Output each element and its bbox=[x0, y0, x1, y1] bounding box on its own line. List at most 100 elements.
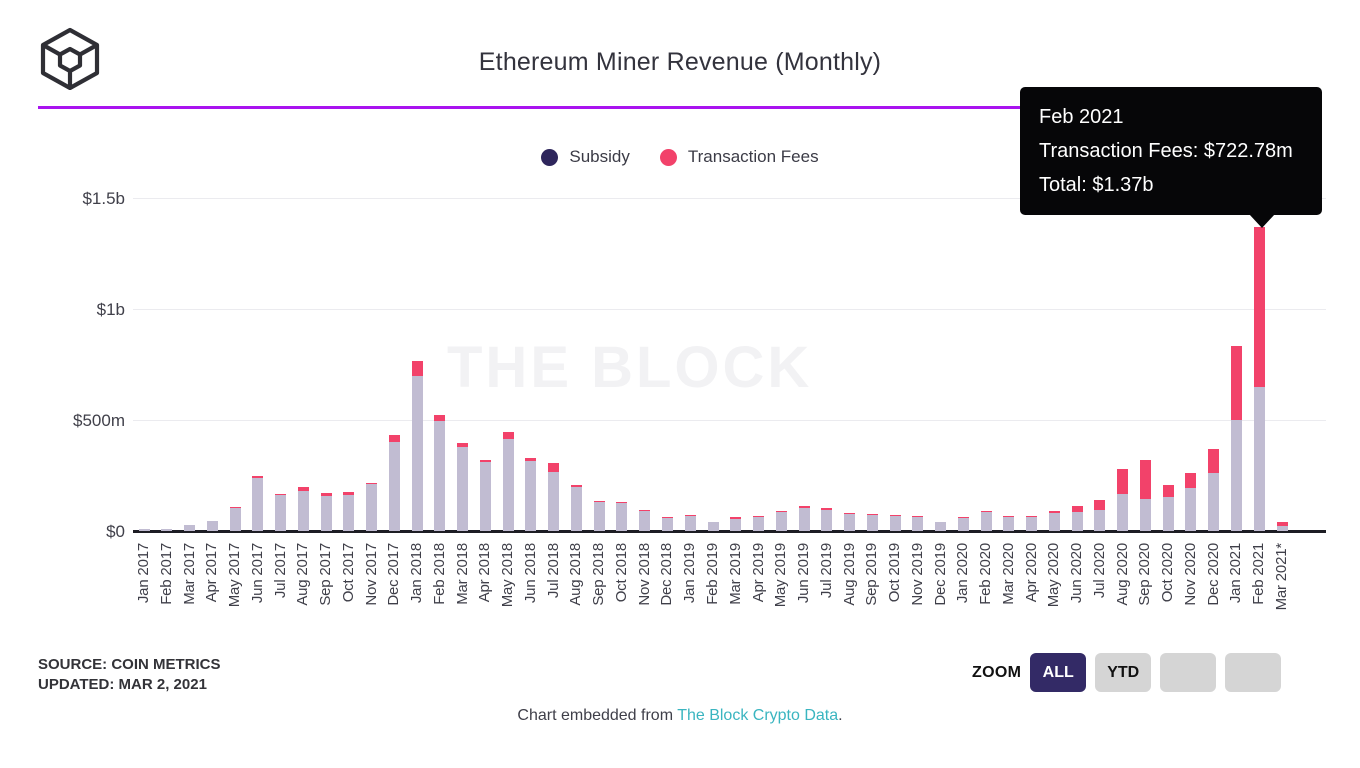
bar-nov-2017[interactable] bbox=[366, 483, 378, 531]
bar-jan-2021[interactable] bbox=[1230, 346, 1242, 531]
fees-segment bbox=[616, 501, 628, 504]
bar-dec-2018[interactable] bbox=[661, 517, 673, 531]
legend-label: Transaction Fees bbox=[687, 147, 819, 166]
fees-segment bbox=[821, 507, 833, 510]
bar-may-2018[interactable] bbox=[502, 431, 514, 531]
bar-jun-2017[interactable] bbox=[252, 475, 264, 531]
bar-mar-2019[interactable] bbox=[730, 517, 742, 531]
bar-feb-2017[interactable] bbox=[161, 528, 173, 531]
subsidy-segment bbox=[275, 495, 287, 531]
gridline-1-5b bbox=[133, 198, 1326, 199]
bar-oct-2018[interactable] bbox=[616, 501, 628, 531]
bar-nov-2019[interactable] bbox=[912, 515, 924, 531]
subsidy-segment bbox=[1117, 494, 1129, 531]
the-block-crypto-data-link[interactable]: The Block Crypto Data bbox=[677, 707, 839, 724]
bar-nov-2018[interactable] bbox=[639, 509, 651, 531]
bar-jul-2017[interactable] bbox=[275, 493, 287, 531]
bar-apr-2018[interactable] bbox=[479, 459, 491, 531]
zoom-all-button[interactable]: ALL bbox=[1030, 653, 1087, 692]
bar-feb-2018[interactable] bbox=[434, 414, 446, 531]
fees-segment bbox=[252, 475, 264, 478]
subsidy-segment bbox=[730, 518, 742, 531]
subsidy-segment bbox=[912, 516, 924, 531]
bar-mar-2017[interactable] bbox=[184, 525, 196, 531]
chart-title: Ethereum Miner Revenue (Monthly) bbox=[478, 48, 882, 76]
subsidy-segment bbox=[252, 477, 264, 531]
x-axis-label: Apr 2018 bbox=[476, 543, 494, 603]
bar-dec-2017[interactable] bbox=[388, 435, 400, 531]
bar-sep-2019[interactable] bbox=[866, 513, 878, 531]
subsidy-segment bbox=[1253, 387, 1265, 531]
bar-aug-2019[interactable] bbox=[844, 513, 856, 531]
bar-jul-2020[interactable] bbox=[1094, 499, 1106, 531]
bar-apr-2020[interactable] bbox=[1026, 515, 1038, 531]
bar-dec-2020[interactable] bbox=[1208, 449, 1220, 531]
bar-jan-2020[interactable] bbox=[957, 517, 969, 531]
zoom-blank-button-1[interactable] bbox=[1160, 653, 1217, 692]
bar-aug-2017[interactable] bbox=[297, 487, 309, 531]
x-axis-line bbox=[133, 530, 1326, 533]
x-axis-label: Jul 2019 bbox=[817, 543, 835, 599]
bar-nov-2020[interactable] bbox=[1185, 473, 1197, 531]
x-axis-label: May 2018 bbox=[499, 543, 517, 608]
bar-may-2017[interactable] bbox=[229, 507, 241, 531]
x-axis-label: Oct 2020 bbox=[1159, 543, 1177, 603]
bar-mar-2020[interactable] bbox=[1003, 515, 1015, 531]
the-block-logo-icon bbox=[40, 27, 100, 90]
fees-segment bbox=[912, 515, 924, 517]
fees-segment bbox=[275, 493, 287, 496]
bar-aug-2020[interactable] bbox=[1117, 469, 1129, 531]
bar-apr-2017[interactable] bbox=[206, 521, 218, 531]
x-axis-label: Jul 2018 bbox=[544, 543, 562, 599]
bar-sep-2020[interactable] bbox=[1139, 459, 1151, 531]
bar-jan-2019[interactable] bbox=[684, 515, 696, 531]
bar-aug-2018[interactable] bbox=[570, 485, 582, 531]
bar-jun-2020[interactable] bbox=[1071, 505, 1083, 531]
x-axis-label: Jun 2020 bbox=[1068, 543, 1086, 604]
legend-item-subsidy[interactable]: Subsidy bbox=[541, 147, 630, 167]
bar-feb-2021[interactable] bbox=[1253, 226, 1265, 531]
x-axis-label: Dec 2019 bbox=[931, 543, 949, 606]
subsidy-segment bbox=[1026, 516, 1038, 531]
bar-jun-2019[interactable] bbox=[798, 505, 810, 531]
x-axis-label: Aug 2020 bbox=[1113, 543, 1131, 606]
zoom-blank-button-2[interactable] bbox=[1225, 653, 1282, 692]
subsidy-segment bbox=[821, 509, 833, 531]
bar-mar-2018[interactable] bbox=[457, 442, 469, 531]
subsidy-segment bbox=[548, 471, 560, 531]
subsidy-segment bbox=[525, 461, 537, 531]
fees-segment bbox=[525, 457, 537, 462]
bar-feb-2019[interactable] bbox=[707, 521, 719, 531]
bar-feb-2020[interactable] bbox=[980, 511, 992, 531]
x-axis-label: Apr 2019 bbox=[749, 543, 767, 603]
bar-dec-2019[interactable] bbox=[935, 521, 947, 531]
bar-jul-2019[interactable] bbox=[821, 507, 833, 531]
legend-item-transaction-fees[interactable]: Transaction Fees bbox=[659, 147, 819, 167]
bar-apr-2019[interactable] bbox=[753, 515, 765, 531]
bar-jul-2018[interactable] bbox=[548, 462, 560, 531]
fees-segment bbox=[1230, 346, 1242, 420]
bar-may-2019[interactable] bbox=[775, 511, 787, 531]
bar-jan-2017[interactable] bbox=[138, 528, 150, 531]
fees-segment bbox=[1048, 511, 1060, 513]
x-axis-label: Jun 2017 bbox=[248, 543, 266, 604]
fees-segment bbox=[1003, 515, 1015, 517]
fees-segment bbox=[661, 517, 673, 518]
zoom-ytd-button[interactable]: YTD bbox=[1095, 653, 1152, 692]
bar-oct-2017[interactable] bbox=[343, 491, 355, 531]
bar-may-2020[interactable] bbox=[1048, 511, 1060, 531]
x-axis-label: Feb 2021 bbox=[1250, 543, 1268, 605]
gridline-1b bbox=[133, 309, 1326, 310]
bar-sep-2018[interactable] bbox=[593, 501, 605, 531]
bar-oct-2020[interactable] bbox=[1162, 485, 1174, 531]
x-axis-label: Sep 2020 bbox=[1136, 543, 1154, 606]
x-axis-label: Sep 2017 bbox=[317, 543, 335, 606]
bar-jun-2018[interactable] bbox=[525, 457, 537, 531]
bar-sep-2017[interactable] bbox=[320, 493, 332, 531]
x-axis-label: Mar 2019 bbox=[726, 543, 744, 605]
subsidy-segment bbox=[138, 528, 150, 531]
bar-oct-2019[interactable] bbox=[889, 515, 901, 531]
bar-jan-2018[interactable] bbox=[411, 360, 423, 531]
subsidy-segment bbox=[1139, 498, 1151, 531]
bar-mar-2021[interactable] bbox=[1276, 522, 1288, 531]
